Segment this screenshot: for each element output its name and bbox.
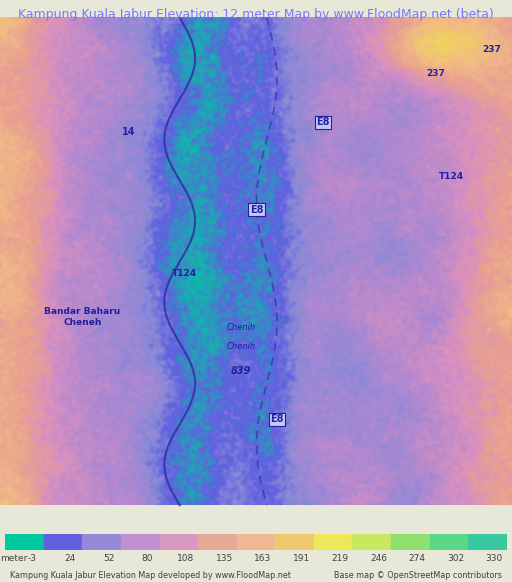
Text: 24: 24 <box>65 555 76 563</box>
Text: 839: 839 <box>231 365 251 375</box>
Bar <box>237 534 275 550</box>
Text: 80: 80 <box>142 555 153 563</box>
Bar <box>82 534 121 550</box>
Text: 237: 237 <box>426 69 445 79</box>
Text: 135: 135 <box>216 555 233 563</box>
Text: Kampung Kuala Jabur Elevation Map developed by www.FloodMap.net: Kampung Kuala Jabur Elevation Map develo… <box>10 571 291 580</box>
Text: E8: E8 <box>250 205 263 215</box>
Text: 163: 163 <box>254 555 271 563</box>
Bar <box>314 534 352 550</box>
Text: 108: 108 <box>177 555 195 563</box>
Text: 274: 274 <box>409 555 425 563</box>
Text: 246: 246 <box>370 555 387 563</box>
Text: 14: 14 <box>122 127 135 137</box>
Bar <box>198 534 237 550</box>
Text: meter: meter <box>0 555 27 563</box>
Text: T124: T124 <box>438 172 464 181</box>
Text: 330: 330 <box>485 555 503 563</box>
Bar <box>430 534 468 550</box>
Bar <box>121 534 160 550</box>
Text: E8: E8 <box>316 117 330 127</box>
Text: Bandar Baharu
Cheneh: Bandar Baharu Cheneh <box>45 307 120 327</box>
Text: Chenih: Chenih <box>227 323 255 332</box>
Text: 219: 219 <box>331 555 349 563</box>
Text: 302: 302 <box>447 555 464 563</box>
Bar <box>160 534 198 550</box>
Text: -3: -3 <box>27 555 36 563</box>
Text: 191: 191 <box>293 555 310 563</box>
Text: E8: E8 <box>270 414 284 424</box>
Bar <box>352 534 391 550</box>
Text: 52: 52 <box>103 555 115 563</box>
Bar <box>391 534 430 550</box>
Bar <box>468 534 507 550</box>
Bar <box>44 534 82 550</box>
Text: 237: 237 <box>483 45 501 54</box>
Bar <box>5 534 44 550</box>
Text: Base map © OpenStreetMap contributors: Base map © OpenStreetMap contributors <box>334 571 502 580</box>
Bar <box>275 534 314 550</box>
Text: T124: T124 <box>172 269 198 278</box>
Text: Kampung Kuala Jabur Elevation: 12 meter Map by www.FloodMap.net (beta): Kampung Kuala Jabur Elevation: 12 meter … <box>18 8 494 21</box>
Text: Chenih: Chenih <box>227 342 255 352</box>
